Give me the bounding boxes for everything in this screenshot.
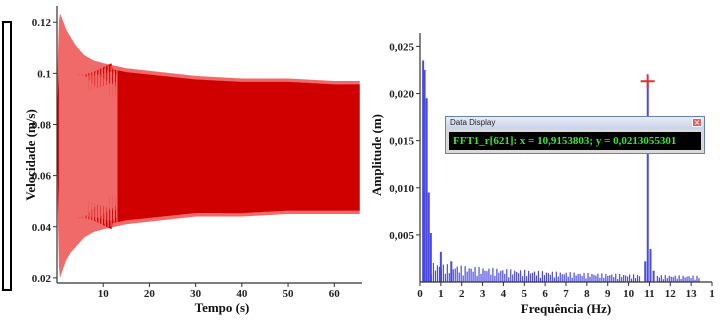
fft-y-tick-label: 0,020 [389,89,414,101]
fft-x-tick-label: 9 [605,288,611,300]
velocity-y-tick-label: 0.1 [37,68,51,80]
fft-y-axis-title: Amplitude (m) [369,114,384,196]
velocity-y-tick-label: 0.02 [32,273,52,285]
fft-y-tick-label: 0,025 [389,41,414,53]
data-display-window[interactable]: Data Display × FFT1_r[621]: x = 10,91538… [445,116,705,154]
velocity-decay-oscillation [58,16,118,275]
velocity-y-ticks: 0.02 0.04 0.06 0.08 0.1 0.12 [32,17,57,285]
velocity-axes [56,6,362,284]
velocity-y-tick-label: 0.06 [32,171,52,183]
velocity-x-tick-label: 30 [190,288,202,300]
velocity-y-tick-label: 0.12 [32,17,52,29]
velocity-x-ticks: 10 20 30 40 50 60 [98,283,341,300]
velocity-x-tick-label: 50 [283,288,295,300]
fft-x-tick-label: 2 [459,288,465,300]
fft-y-ticks: 0,005 0,010 0,015 0,020 0,025 [389,41,420,242]
fft-y-tick-label: 0,015 [389,136,414,148]
velocity-x-tick-label: 10 [98,288,110,300]
data-display-readout: FFT1_r[621]: x = 10,9153803; y = 0,02130… [449,132,701,150]
close-icon[interactable]: × [692,118,702,127]
fft-x-axis-title: Frequência (Hz) [521,301,611,316]
fft-x-tick-label: 13 [686,288,698,300]
velocity-signal [57,13,360,279]
velocity-y-tick-label: 0.04 [32,222,52,234]
fft-x-tick-label: 8 [584,288,590,300]
velocity-x-tick-label: 20 [144,288,156,300]
fft-x-tick-label: 7 [563,288,569,300]
fft-y-tick-label: 0,010 [389,183,414,195]
velocity-signal-core [57,63,360,230]
fft-x-tick-label: 11 [644,288,654,300]
velocity-chart: 0.02 0.04 0.06 0.08 0.1 0.12 10 20 30 40 50 60 Vel… [23,6,362,315]
velocity-y-tick-label: 0.08 [32,119,52,131]
velocity-x-tick-label: 60 [329,288,341,300]
fft-x-tick-label: 1 [438,288,444,300]
velocity-x-tick-label: 40 [236,288,248,300]
data-display-title: Data Display [450,118,496,127]
fft-x-tick-label: 5 [522,288,528,300]
fft-x-tick-label: 3 [480,288,486,300]
fft-x-tick-label: 10 [623,288,635,300]
velocity-x-axis-title: Tempo (s) [195,300,250,315]
data-display-titlebar[interactable]: Data Display × [446,117,704,129]
fft-axes [419,33,712,283]
fft-x-tick-label: 4 [501,288,507,300]
velocity-y-axis-title: Velocidade (m/s) [23,109,38,201]
fft-x-tick-label: 6 [542,288,548,300]
frame-left [2,21,12,291]
fft-y-tick-label: 0,005 [389,230,414,242]
fft-x-tick-label: 1 [709,288,715,300]
fft-x-ticks: 0 1 2 3 4 5 6 7 8 9 10 11 12 13 1 [417,282,715,300]
fft-x-tick-label: 0 [417,288,423,300]
fft-x-tick-label: 12 [665,288,677,300]
fft-cursor-marker[interactable] [640,74,655,89]
fft-bars [422,60,700,282]
